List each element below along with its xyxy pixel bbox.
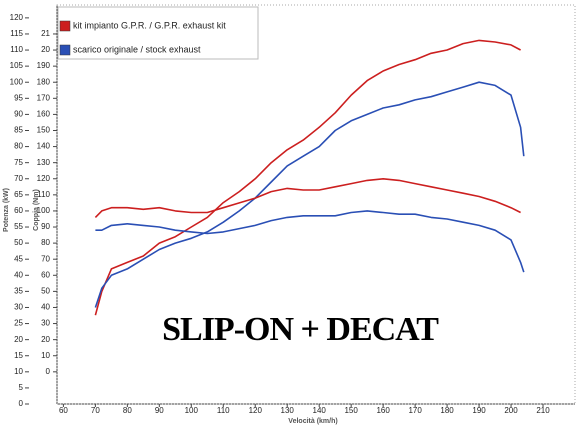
legend: kit impianto G.P.R. / G.P.R. exhaust kit… <box>57 6 259 60</box>
y2-tick-label: 40 <box>41 303 50 312</box>
y2-tick-label: 100 <box>37 206 51 215</box>
y-tick-label: 45 <box>14 254 23 263</box>
y2-tick-label: 20 <box>41 335 50 344</box>
y-tick-label: 105 <box>10 61 24 70</box>
y-tick-label: 25 <box>14 319 23 328</box>
annotation: SLIP-ON + DECAT <box>162 311 439 348</box>
y2-tick-label: 60 <box>41 270 50 279</box>
y-tick-label: 100 <box>10 77 24 86</box>
y2-tick-label: 110 <box>37 190 50 199</box>
y-tick-label: 10 <box>14 367 23 376</box>
y-tick-label: 85 <box>14 126 23 135</box>
legend-label: scarico originale / stock exhaust <box>73 44 201 54</box>
legend-box <box>57 6 259 60</box>
x-tick-label: 80 <box>123 406 132 415</box>
y2-tick-label: 50 <box>41 286 50 295</box>
x-tick-label: 110 <box>217 406 230 415</box>
y2-tick-label: 30 <box>41 319 50 328</box>
x-tick-label: 170 <box>408 406 422 415</box>
y2-tick-label: 120 <box>37 174 51 183</box>
y-tick-label: 15 <box>14 351 23 360</box>
y-tick-label: 55 <box>14 222 23 231</box>
y-tick-label: 5 <box>19 383 24 392</box>
y2-tick-label: 190 <box>37 61 51 70</box>
y-tick-label: 40 <box>14 270 23 279</box>
x-tick-label: 140 <box>313 406 327 415</box>
x-tick-label: 160 <box>376 406 390 415</box>
y2-tick-label: 160 <box>37 110 51 119</box>
y-tick-label: 20 <box>14 335 23 344</box>
x-tick-label: 210 <box>536 406 550 415</box>
y-tick-label: 60 <box>14 206 23 215</box>
x-tick-label: 120 <box>249 406 263 415</box>
y2-tick-label: 180 <box>37 77 51 86</box>
series-line <box>94 81 525 308</box>
y-tick-label: 120 <box>10 13 24 22</box>
x-tick-label: 60 <box>59 406 68 415</box>
x-tick-label: 90 <box>155 406 164 415</box>
y2-tick-label: 80 <box>41 238 50 247</box>
y-tick-label: 50 <box>14 238 23 247</box>
x-tick-label: 190 <box>472 406 486 415</box>
y-tick-label: 65 <box>14 190 23 199</box>
y-tick-label: 0 <box>19 399 24 408</box>
y2-tick-label: 150 <box>37 126 51 135</box>
y2-tick-label: 90 <box>41 222 50 231</box>
y-axis-title: Potenza (kW) <box>3 188 10 232</box>
y2-tick-label: 10 <box>41 351 50 360</box>
y-tick-label: 90 <box>14 110 23 119</box>
y-tick-label: 70 <box>14 174 23 183</box>
legend-swatch <box>59 20 71 32</box>
series-line <box>94 39 521 316</box>
legend-label: kit impianto G.P.R. / G.P.R. exhaust kit <box>73 20 226 30</box>
plot-border <box>56 4 576 405</box>
y-tick-label: 30 <box>14 303 23 312</box>
x-tick-label: 70 <box>91 406 100 415</box>
y2-tick-label: 21 <box>41 29 50 38</box>
series-line <box>94 178 521 218</box>
y2-tick-label: 130 <box>37 158 51 167</box>
series-line <box>95 210 525 273</box>
y2-tick-label: 20 <box>41 45 50 54</box>
y-tick-label: 75 <box>14 158 23 167</box>
x-tick-label: 150 <box>344 406 358 415</box>
legend-swatch <box>59 44 71 56</box>
y2-tick-label: 0 <box>46 367 51 376</box>
y-tick-label: 80 <box>14 142 23 151</box>
x-tick-label: 200 <box>504 406 518 415</box>
x-tick-label: 130 <box>281 406 295 415</box>
x-tick-label: 180 <box>440 406 454 415</box>
y-tick-label: 35 <box>14 286 23 295</box>
y2-axis-title: Coppia (Nm) <box>33 189 40 231</box>
x-axis-title: Velocità (km/h) <box>288 418 337 425</box>
y2-tick-label: 170 <box>37 93 51 102</box>
y-tick-label: 115 <box>10 29 23 38</box>
y2-tick-label: 140 <box>37 142 51 151</box>
x-tick-label: 100 <box>185 406 199 415</box>
y-tick-label: 95 <box>14 93 23 102</box>
y2-tick-label: 70 <box>41 254 50 263</box>
y-tick-label: 110 <box>10 45 23 54</box>
